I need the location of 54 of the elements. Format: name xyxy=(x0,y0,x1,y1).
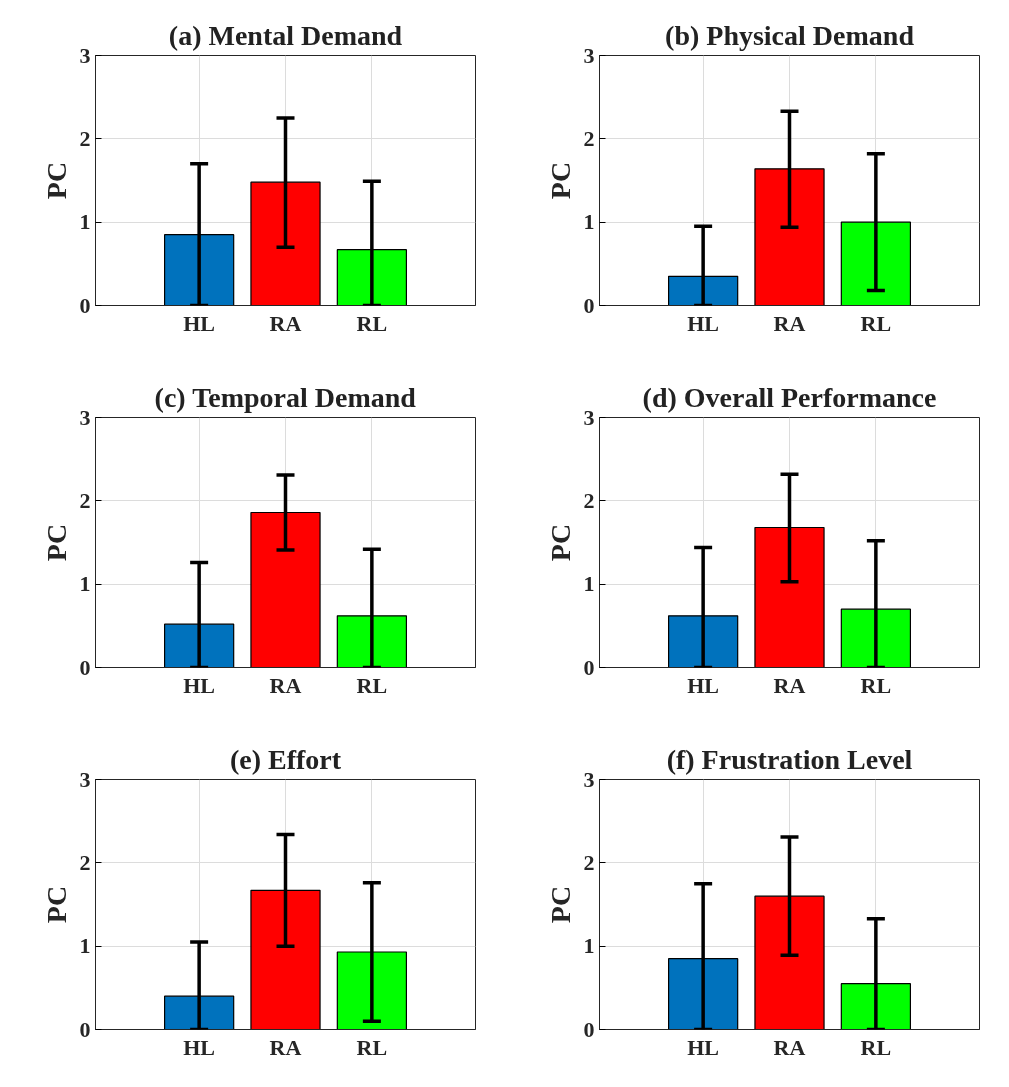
chart-title: (f) Frustration Level xyxy=(666,743,913,775)
y-tick-label: 1 xyxy=(79,933,91,959)
y-tick-label: 1 xyxy=(583,209,595,235)
y-axis-title: PC xyxy=(544,885,576,924)
y-tick-label: 1 xyxy=(583,933,595,959)
y-axis-title: PC xyxy=(40,885,72,924)
x-tick-label: RL xyxy=(860,1034,892,1060)
x-tick-label: HL xyxy=(687,310,720,336)
x-tick-label: HL xyxy=(183,1034,216,1060)
y-axis-title: PC xyxy=(40,523,72,562)
x-tick-label: RA xyxy=(269,1034,302,1060)
y-tick-label: 3 xyxy=(583,766,595,792)
y-axis-title: PC xyxy=(544,161,576,200)
y-tick-label: 0 xyxy=(583,654,595,680)
x-tick-label: HL xyxy=(183,672,216,698)
x-tick-label: RA xyxy=(773,310,806,336)
x-tick-label: HL xyxy=(183,310,216,336)
y-tick-label: 3 xyxy=(79,404,91,430)
y-tick-label: 2 xyxy=(79,125,91,151)
x-tick-label: RL xyxy=(860,310,892,336)
chart-title: (a) Mental Demand xyxy=(168,19,403,51)
y-tick-label: 1 xyxy=(583,571,595,597)
y-axis-title: PC xyxy=(544,523,576,562)
y-tick-label: 3 xyxy=(583,404,595,430)
y-tick-label: 2 xyxy=(583,849,595,875)
chart-title: (c) Temporal Demand xyxy=(154,381,417,413)
chart-title: (e) Effort xyxy=(229,743,342,775)
chart-title: (d) Overall Performance xyxy=(642,381,937,413)
x-tick-label: RL xyxy=(860,672,892,698)
y-tick-label: 3 xyxy=(79,766,91,792)
chart-title: (b) Physical Demand xyxy=(665,19,915,51)
y-tick-label: 0 xyxy=(79,292,91,318)
y-tick-label: 3 xyxy=(79,42,91,68)
y-tick-label: 0 xyxy=(79,1016,91,1042)
y-tick-label: 1 xyxy=(79,571,91,597)
x-tick-label: RA xyxy=(773,672,806,698)
x-tick-label: RL xyxy=(356,1034,388,1060)
x-tick-label: RA xyxy=(269,672,302,698)
x-tick-label: RA xyxy=(269,310,302,336)
y-axis-title: PC xyxy=(40,161,72,200)
y-tick-label: 2 xyxy=(79,487,91,513)
x-tick-label: HL xyxy=(687,1034,720,1060)
x-tick-label: RL xyxy=(356,310,388,336)
x-tick-label: HL xyxy=(687,672,720,698)
y-tick-label: 1 xyxy=(79,209,91,235)
y-tick-label: 0 xyxy=(583,292,595,318)
y-tick-label: 3 xyxy=(583,42,595,68)
y-tick-label: 0 xyxy=(583,1016,595,1042)
y-tick-label: 2 xyxy=(583,487,595,513)
y-tick-label: 0 xyxy=(79,654,91,680)
y-tick-label: 2 xyxy=(79,849,91,875)
x-tick-label: RA xyxy=(773,1034,806,1060)
y-tick-label: 2 xyxy=(583,125,595,151)
x-tick-label: RL xyxy=(356,672,388,698)
